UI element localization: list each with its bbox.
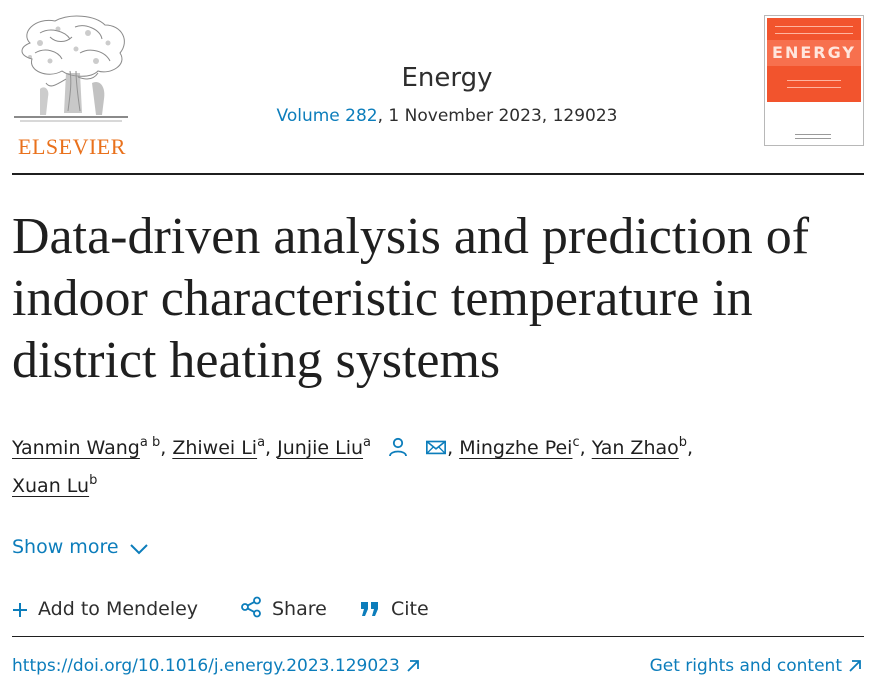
share-icon: [241, 596, 261, 618]
external-link-icon: [849, 660, 861, 672]
show-more-button[interactable]: Show more: [12, 533, 149, 561]
author-separator: ,: [687, 437, 694, 459]
share-button[interactable]: Share: [240, 594, 327, 624]
add-to-mendeley-label: Add to Mendeley: [38, 598, 199, 620]
cover-decoration: [787, 80, 841, 88]
article-header: ELSEVIER Energy Volume 282, 1 November 2…: [0, 0, 872, 176]
journal-title-link[interactable]: Energy: [401, 63, 493, 93]
chevron-down-icon: [129, 544, 148, 555]
author-link[interactable]: Xuan Lu: [12, 475, 90, 497]
elsevier-tree-icon: [14, 15, 128, 122]
get-rights-link[interactable]: Get rights and content: [650, 654, 862, 678]
author-affiliation: a: [363, 435, 371, 450]
author-affiliation: a: [257, 435, 266, 450]
author-separator: ,: [447, 437, 460, 459]
doi-text: https://doi.org/10.1016/j.energy.2023.12…: [12, 656, 400, 676]
person-icon[interactable]: [387, 437, 409, 457]
author-link[interactable]: Yan Zhao: [591, 437, 679, 459]
cover-footer-mark: [795, 134, 831, 139]
header-divider: [12, 173, 864, 175]
issue-date: , 1 November 2023, 129023: [377, 106, 618, 126]
cover-title: ENERGY: [772, 43, 856, 62]
cite-label: Cite: [391, 598, 429, 620]
cover-band: [767, 40, 861, 66]
envelope-icon[interactable]: [425, 437, 447, 457]
quote-icon: [361, 602, 378, 616]
cover-image: ENERGY: [767, 18, 861, 102]
author-list: Yanmin Wanga b, Zhiwei Lia, Junjie Liua …: [12, 429, 864, 505]
author-separator: ,: [579, 437, 592, 459]
author-separator: ,: [160, 437, 173, 459]
journal-cover-thumbnail[interactable]: ENERGY: [764, 15, 864, 146]
journal-info: Energy Volume 282, 1 November 2023, 1290…: [250, 60, 644, 127]
author-separator: ,: [265, 437, 278, 459]
cite-button[interactable]: Cite: [359, 594, 429, 624]
volume-link[interactable]: Volume 282: [276, 106, 378, 126]
author-link[interactable]: Mingzhe Pei: [459, 437, 573, 459]
cover-decoration: [775, 26, 853, 34]
author-affiliation: a b: [139, 435, 161, 450]
article-title: Data-driven analysis and prediction of i…: [12, 208, 810, 389]
get-rights-label: Get rights and content: [649, 656, 842, 676]
author-link[interactable]: Zhiwei Li: [172, 437, 258, 459]
author-link[interactable]: Yanmin Wang: [12, 437, 140, 459]
elsevier-logo[interactable]: ELSEVIER: [10, 13, 132, 159]
journal-issue: Volume 282, 1 November 2023, 129023: [250, 105, 644, 127]
share-label: Share: [272, 598, 327, 620]
actions-divider: [12, 636, 864, 637]
show-more-label: Show more: [12, 536, 119, 558]
author-affiliation: b: [678, 435, 688, 450]
author-link[interactable]: Junjie Liu: [277, 437, 364, 459]
plus-icon: [13, 603, 27, 617]
author-affiliation: c: [572, 435, 580, 450]
author-affiliation: b: [89, 473, 98, 488]
add-to-mendeley-button[interactable]: Add to Mendeley: [12, 594, 198, 624]
elsevier-wordmark: ELSEVIER: [18, 134, 126, 159]
external-link-icon: [407, 660, 419, 672]
doi-link[interactable]: https://doi.org/10.1016/j.energy.2023.12…: [12, 654, 420, 678]
